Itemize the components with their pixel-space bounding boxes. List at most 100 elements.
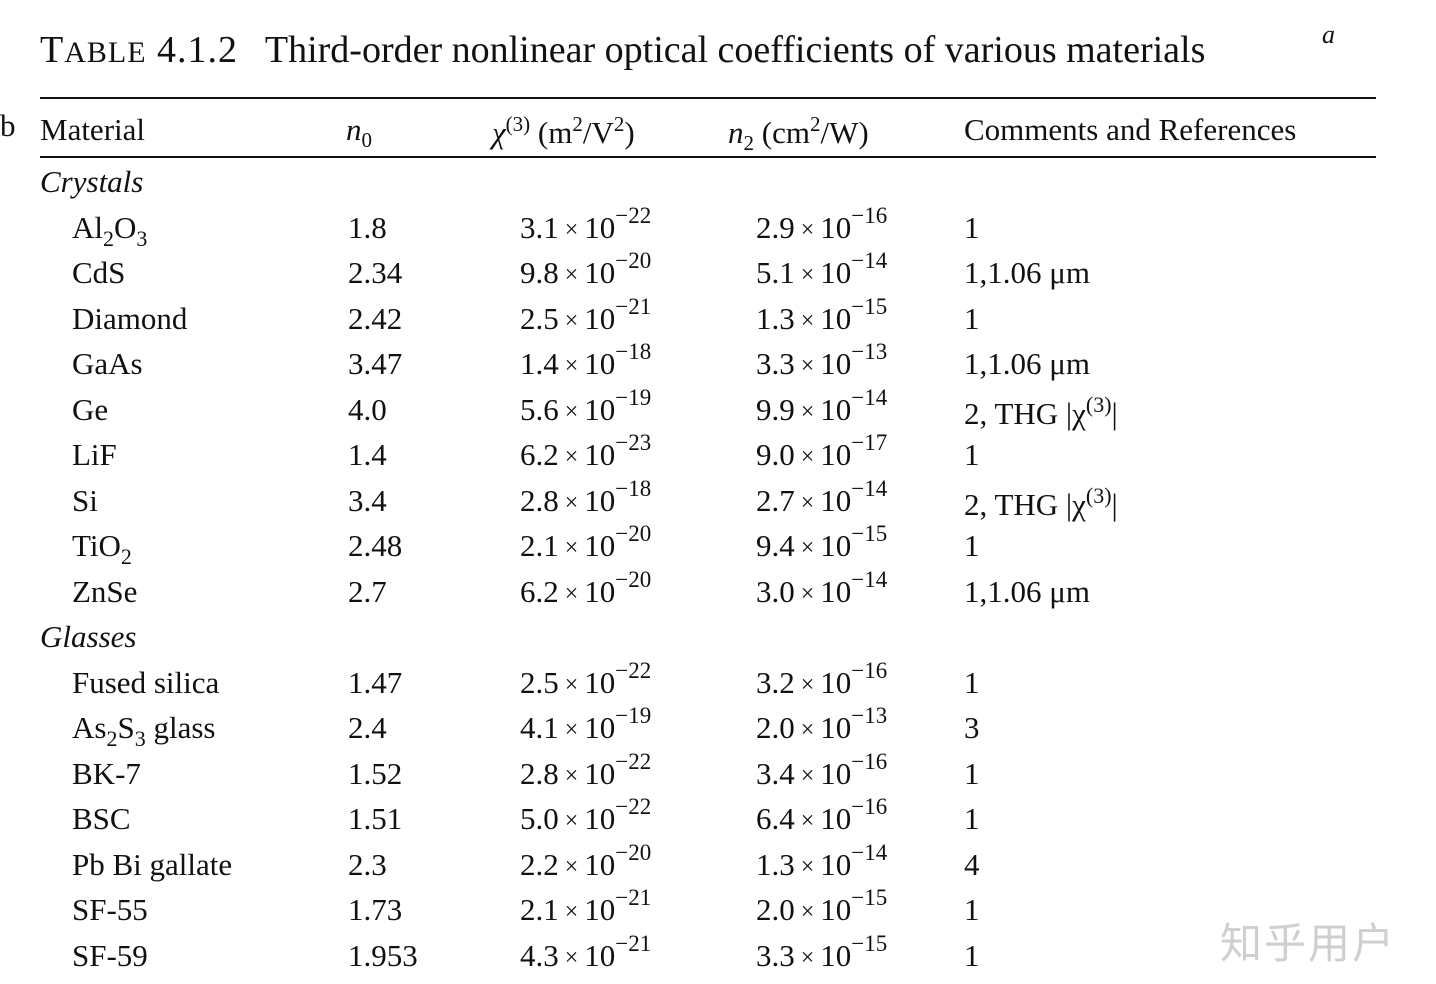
n2-cell: 2.7 × 10−14 xyxy=(756,475,888,518)
chi3-cell: 4.3 × 10−21 xyxy=(520,930,652,973)
material-cell: Al2O3 xyxy=(72,209,148,251)
n0-cell: 3.4 xyxy=(348,482,387,518)
chi3-cell: 2.8 × 10−18 xyxy=(520,475,652,518)
table-row: Pb Bi gallate 2.3 2.2 × 10−20 1.3 × 10−14 4 xyxy=(0,839,1436,892)
header-n2: n2 (cm2/W) xyxy=(728,112,869,155)
n0-cell: 1.73 xyxy=(348,892,403,927)
n0-cell: 1.47 xyxy=(348,664,403,700)
material-cell: GaAs xyxy=(72,346,143,381)
table-row: BK-7 1.52 2.8 × 10−22 3.4 × 10−16 1 xyxy=(0,748,1436,801)
table-row: BSC 1.51 5.0 × 10−22 6.4 × 10−16 1 xyxy=(0,794,1436,846)
table-row: SF-59 1.953 4.3 × 10−21 3.3 × 10−15 1 xyxy=(0,930,1436,983)
comment-cell: 2, THG |χ(3)| xyxy=(964,391,1118,431)
header-n0: n0 xyxy=(346,112,372,152)
n2-cell: 2.0 × 10−13 xyxy=(756,703,888,745)
table-row: As2S3 glass 2.4 4.1 × 10−19 2.0 × 10−13 3 xyxy=(0,703,1436,755)
table-title: Third-order nonlinear optical coefficien… xyxy=(264,29,1206,71)
n0-cell: 2.34 xyxy=(348,255,403,290)
material-cell: TiO2 xyxy=(72,528,132,569)
n2-cell: 6.4 × 10−16 xyxy=(756,794,888,836)
watermark: 知乎用户 xyxy=(1220,919,1397,968)
material-cell: BK-7 xyxy=(72,755,141,791)
n2-cell: 3.3 × 10−15 xyxy=(756,930,888,973)
material-cell: Ge xyxy=(72,391,109,427)
material-cell: Pb Bi gallate xyxy=(72,846,233,882)
material-cell: SF-59 xyxy=(72,937,148,973)
table-row: Diamond 2.42 2.5 × 10−21 1.3 × 10−15 1 xyxy=(0,293,1436,346)
comment-cell: 1 xyxy=(964,300,980,336)
chi3-cell: 9.8 × 10−20 xyxy=(520,248,652,290)
material-cell: ZnSe xyxy=(72,573,138,609)
table-row: LiF 1.4 6.2 × 10−23 9.0 × 10−17 1 xyxy=(0,430,1436,482)
n0-cell: 1.953 xyxy=(348,937,418,973)
material-cell: SF-55 xyxy=(72,892,148,927)
caption-footnote-marker: a xyxy=(1322,20,1335,49)
comment-cell: 1 xyxy=(964,437,980,472)
n0-cell: 1.52 xyxy=(348,755,403,791)
n2-cell: 3.4 × 10−16 xyxy=(756,748,888,791)
comment-cell: 1 xyxy=(964,664,980,700)
comment-cell: 1 xyxy=(964,528,980,563)
table-row: CdS 2.34 9.8 × 10−20 5.1 × 10−14 1,1.06 μm xyxy=(0,248,1436,300)
table-row: GaAs 3.47 1.4 × 10−18 3.3 × 10−13 1,1.06 μm xyxy=(0,339,1436,391)
table-row: ZnSe 2.7 6.2 × 10−20 3.0 × 10−14 1,1.06 μm xyxy=(0,566,1436,619)
n2-cell: 9.4 × 10−15 xyxy=(756,521,888,563)
chi3-cell: 2.5 × 10−21 xyxy=(520,293,652,336)
chi3-cell: 2.1 × 10−20 xyxy=(520,521,652,563)
n0-cell: 4.0 xyxy=(348,391,387,427)
comment-cell: 1,1.06 μm xyxy=(964,573,1090,609)
table-row: Ge 4.0 5.6 × 10−19 9.9 × 10−14 2, THG |χ(3)| xyxy=(0,384,1436,437)
material-cell: LiF xyxy=(72,437,117,472)
n0-cell: 3.47 xyxy=(348,346,403,381)
section-title: Crystals xyxy=(40,164,144,199)
comment-cell: 1 xyxy=(964,209,980,245)
top-rule xyxy=(40,97,1376,99)
comment-cell: 3 xyxy=(964,710,980,745)
n0-cell: 2.42 xyxy=(348,300,403,336)
n0-cell: 1.51 xyxy=(348,801,403,836)
comment-cell: 1 xyxy=(964,801,980,836)
table-caption: TABLE 4.1.2 Third-order nonlinear optica… xyxy=(40,20,1335,72)
table-row: TiO2 2.48 2.1 × 10−20 9.4 × 10−15 1 xyxy=(0,521,1436,573)
comment-cell: 1 xyxy=(964,755,980,791)
n2-cell: 2.0 × 10−15 xyxy=(756,885,888,927)
chi3-cell: 2.1 × 10−21 xyxy=(520,885,652,927)
header-chi3: χ(3) (m2/V2) xyxy=(492,112,635,150)
n2-cell: 9.0 × 10−17 xyxy=(756,430,888,472)
n2-cell: 1.3 × 10−14 xyxy=(756,839,888,882)
chi3-cell: 2.5 × 10−22 xyxy=(520,657,652,700)
material-cell: Fused silica xyxy=(72,664,220,700)
comment-cell: 1 xyxy=(964,892,980,927)
table-row: Fused silica 1.47 2.5 × 10−22 3.2 × 10−16 1 xyxy=(0,657,1436,710)
material-cell: CdS xyxy=(72,255,126,290)
chi3-cell: 6.2 × 10−20 xyxy=(520,566,652,609)
chi3-cell: 5.0 × 10−22 xyxy=(520,794,652,836)
material-cell: As2S3 glass xyxy=(72,710,216,751)
n0-cell: 2.4 xyxy=(348,710,387,745)
header-rule xyxy=(40,156,1376,158)
comment-cell: 1 xyxy=(964,937,980,973)
chi3-cell: 3.1 × 10−22 xyxy=(520,202,652,245)
table-row: Al2O3 1.8 3.1 × 10−22 2.9 × 10−16 1 xyxy=(0,202,1436,255)
comment-cell: 4 xyxy=(964,846,980,882)
n2-cell: 5.1 × 10−14 xyxy=(756,248,888,290)
material-cell: BSC xyxy=(72,801,131,836)
chi3-cell: 6.2 × 10−23 xyxy=(520,430,652,472)
section-title: Glasses xyxy=(40,619,137,654)
n0-cell: 1.4 xyxy=(348,437,387,472)
n2-cell: 3.3 × 10−13 xyxy=(756,339,888,381)
comments-footnote-marker: b xyxy=(0,108,16,143)
material-cell: Si xyxy=(72,482,98,518)
chi3-cell: 1.4 × 10−18 xyxy=(520,339,652,381)
table-row: SF-55 1.73 2.1 × 10−21 2.0 × 10−15 1 xyxy=(0,885,1436,937)
table-number: TABLE 4.1.2 xyxy=(40,29,239,71)
table-row: Si 3.4 2.8 × 10−18 2.7 × 10−14 2, THG |χ(3)| xyxy=(0,475,1436,528)
chi3-cell: 2.8 × 10−22 xyxy=(520,748,652,791)
material-cell: Diamond xyxy=(72,300,188,336)
header-material: Material xyxy=(40,112,146,147)
n0-cell: 2.7 xyxy=(348,573,387,609)
chi3-cell: 5.6 × 10−19 xyxy=(520,384,652,427)
n2-cell: 1.3 × 10−15 xyxy=(756,293,888,336)
chi3-cell: 2.2 × 10−20 xyxy=(520,839,652,882)
n2-cell: 3.2 × 10−16 xyxy=(756,657,888,700)
